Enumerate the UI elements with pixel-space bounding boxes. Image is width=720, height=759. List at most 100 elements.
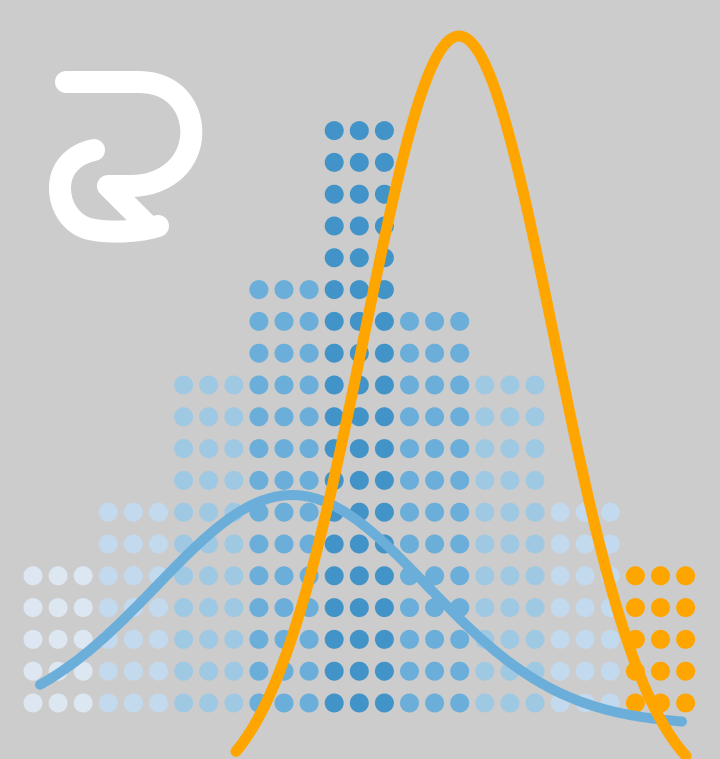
histogram-dot — [475, 439, 495, 459]
histogram-dot — [500, 629, 520, 649]
histogram-dot — [575, 598, 595, 618]
histogram-dot — [525, 439, 545, 459]
histogram-dot — [450, 629, 470, 649]
histogram-dot — [224, 629, 244, 649]
histogram-dot — [374, 661, 394, 681]
histogram-dot — [249, 598, 269, 618]
histogram-dot — [23, 598, 43, 618]
histogram-dot — [123, 629, 143, 649]
histogram-dot — [98, 598, 118, 618]
histogram-dot — [98, 502, 118, 522]
histogram-dot — [425, 311, 445, 331]
histogram-dot — [600, 629, 620, 649]
histogram-dot — [274, 280, 294, 300]
histogram-dot — [48, 693, 68, 713]
histogram-dot — [224, 375, 244, 395]
histogram-dot — [374, 407, 394, 427]
histogram-dot — [98, 693, 118, 713]
histogram-dot — [450, 566, 470, 586]
histogram-dot — [374, 121, 394, 141]
histogram-dot — [224, 661, 244, 681]
histogram-dot — [349, 280, 369, 300]
histogram-dot — [249, 534, 269, 554]
histogram-dot — [123, 693, 143, 713]
histogram-dot — [299, 407, 319, 427]
histogram-dot — [249, 375, 269, 395]
histogram-dot — [500, 693, 520, 713]
histogram-dot — [274, 534, 294, 554]
histogram-dot — [374, 152, 394, 172]
histogram-dot — [23, 693, 43, 713]
histogram-dot — [324, 693, 344, 713]
histogram-dot — [249, 439, 269, 459]
histogram-dot — [299, 693, 319, 713]
histogram-dot — [450, 502, 470, 522]
histogram-dot — [475, 661, 495, 681]
histogram-dot — [324, 121, 344, 141]
histogram-dot — [274, 598, 294, 618]
histogram-dot — [525, 629, 545, 649]
histogram-dot — [575, 566, 595, 586]
histogram-dot — [324, 311, 344, 331]
histogram-dot — [349, 629, 369, 649]
histogram-dot — [425, 470, 445, 490]
histogram-dot — [651, 566, 670, 586]
orange-density-curve — [230, 30, 692, 759]
histogram-dot — [199, 407, 219, 427]
histogram-dot — [400, 439, 419, 459]
histogram-dot — [324, 184, 344, 204]
histogram-dot — [199, 502, 219, 522]
histogram-dot — [651, 598, 670, 618]
histogram-dot — [525, 407, 545, 427]
histogram-dot — [73, 629, 93, 649]
histogram-dot — [600, 661, 620, 681]
histogram-dot — [274, 311, 294, 331]
histogram-dot — [199, 566, 219, 586]
histogram-dot — [651, 629, 670, 649]
histogram-dot — [450, 439, 470, 459]
histogram-dot — [374, 439, 394, 459]
histogram-dot — [274, 566, 294, 586]
histogram-dot — [299, 470, 319, 490]
histogram-dot — [48, 629, 68, 649]
histogram-dot — [149, 502, 168, 522]
histogram-dot — [249, 566, 269, 586]
histogram-dot — [224, 439, 244, 459]
histogram-dot — [475, 375, 495, 395]
histogram-dot — [425, 407, 445, 427]
histogram-dot — [324, 598, 344, 618]
histogram-dot — [349, 439, 369, 459]
histogram-dot — [174, 439, 194, 459]
histogram-dot — [676, 598, 696, 618]
histogram-dot — [500, 534, 520, 554]
histogram-dot — [651, 661, 670, 681]
histogram-dot — [349, 598, 369, 618]
histogram-dot — [349, 184, 369, 204]
histogram-dot — [274, 439, 294, 459]
histogram-dot — [199, 693, 219, 713]
histogram-dot — [550, 598, 570, 618]
histogram-dot — [400, 534, 419, 554]
histogram-dot — [475, 534, 495, 554]
histogram-dot — [73, 693, 93, 713]
histogram-dot — [374, 311, 394, 331]
histogram-dot — [199, 629, 219, 649]
histogram-dot — [550, 502, 570, 522]
histogram-dot — [349, 407, 369, 427]
histogram-dot — [174, 470, 194, 490]
histogram-dot — [274, 375, 294, 395]
histogram-dot — [500, 598, 520, 618]
histogram-dot — [249, 629, 269, 649]
histogram-dot — [425, 534, 445, 554]
histogram-dot — [374, 470, 394, 490]
histogram-dot — [199, 661, 219, 681]
histogram-dot — [274, 470, 294, 490]
histogram-dot — [249, 407, 269, 427]
histogram-dot — [575, 661, 595, 681]
histogram-dot — [400, 311, 419, 331]
histogram-dot — [174, 407, 194, 427]
histogram-dot — [400, 375, 419, 395]
histogram-dot — [174, 598, 194, 618]
histogram-dot — [48, 598, 68, 618]
